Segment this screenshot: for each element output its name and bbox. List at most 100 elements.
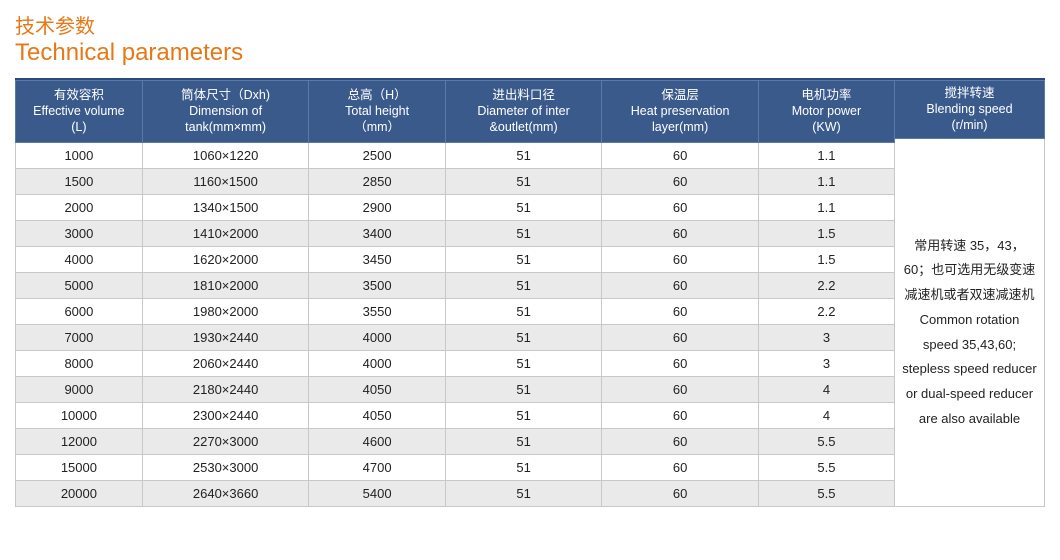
table-cell: 51 — [445, 454, 602, 480]
table-row: 60001980×2000355051602.2 — [16, 298, 895, 324]
table-cell: 7000 — [16, 324, 143, 350]
table-row: 120002270×3000460051605.5 — [16, 428, 895, 454]
table-cell: 51 — [445, 350, 602, 376]
table-cell: 51 — [445, 480, 602, 506]
table-cell: 4000 — [16, 246, 143, 272]
table-row: 40001620×2000345051601.5 — [16, 246, 895, 272]
parameters-table: 有效容积Effective volume(L)筒体尺寸（Dxh)Dimensio… — [15, 80, 895, 507]
table-cell: 2.2 — [758, 298, 894, 324]
col-header: 电机功率Motor power(KW) — [758, 80, 894, 142]
table-cell: 1160×1500 — [142, 168, 309, 194]
table-cell: 4 — [758, 376, 894, 402]
blending-speed-column: 搅拌转速 Blending speed (r/min) 常用转速 35，43，6… — [895, 80, 1045, 507]
table-cell: 2000 — [16, 194, 143, 220]
table-cell: 60 — [602, 272, 759, 298]
table-cell: 1.1 — [758, 168, 894, 194]
table-cell: 1000 — [16, 142, 143, 168]
table-cell: 1.1 — [758, 142, 894, 168]
table-cell: 2530×3000 — [142, 454, 309, 480]
table-cell: 2300×2440 — [142, 402, 309, 428]
header-cn: 搅拌转速 — [944, 85, 994, 101]
col-header: 筒体尺寸（Dxh)Dimension oftank(mm×mm) — [142, 80, 309, 142]
table-cell: 60 — [602, 376, 759, 402]
header-en: Blending speed — [926, 101, 1012, 117]
table-cell: 51 — [445, 324, 602, 350]
table-cell: 4050 — [309, 376, 445, 402]
table-cell: 4000 — [309, 350, 445, 376]
col-header: 保温层Heat preservationlayer(mm) — [602, 80, 759, 142]
table-cell: 5.5 — [758, 454, 894, 480]
table-cell: 1410×2000 — [142, 220, 309, 246]
table-cell: 60 — [602, 246, 759, 272]
col-header: 进出料口径Diameter of inter&outlet(mm) — [445, 80, 602, 142]
table-cell: 60 — [602, 168, 759, 194]
table-cell: 60 — [602, 298, 759, 324]
table-cell: 3 — [758, 324, 894, 350]
table-cell: 51 — [445, 272, 602, 298]
table-cell: 51 — [445, 428, 602, 454]
table-cell: 2500 — [309, 142, 445, 168]
table-cell: 2270×3000 — [142, 428, 309, 454]
table-row: 50001810×2000350051602.2 — [16, 272, 895, 298]
table-cell: 3000 — [16, 220, 143, 246]
table-cell: 2900 — [309, 194, 445, 220]
blending-speed-note: 常用转速 35，43，60；也可选用无级变速减速机或者双速减速机 Common … — [895, 139, 1045, 507]
title-cn: 技术参数 — [15, 15, 1045, 39]
table-cell: 4 — [758, 402, 894, 428]
table-cell: 2180×2440 — [142, 376, 309, 402]
table-cell: 3550 — [309, 298, 445, 324]
table-cell: 1620×2000 — [142, 246, 309, 272]
table-cell: 60 — [602, 324, 759, 350]
table-cell: 5400 — [309, 480, 445, 506]
table-cell: 51 — [445, 142, 602, 168]
table-cell: 51 — [445, 402, 602, 428]
table-cell: 4700 — [309, 454, 445, 480]
table-cell: 8000 — [16, 350, 143, 376]
table-row: 15001160×1500285051601.1 — [16, 168, 895, 194]
table-cell: 2850 — [309, 168, 445, 194]
table-cell: 1340×1500 — [142, 194, 309, 220]
table-row: 100002300×2440405051604 — [16, 402, 895, 428]
table-row: 90002180×2440405051604 — [16, 376, 895, 402]
table-row: 10001060×1220250051601.1 — [16, 142, 895, 168]
table-wrapper: 有效容积Effective volume(L)筒体尺寸（Dxh)Dimensio… — [15, 78, 1045, 507]
col-header: 有效容积Effective volume(L) — [16, 80, 143, 142]
table-cell: 60 — [602, 142, 759, 168]
table-cell: 4600 — [309, 428, 445, 454]
table-cell: 51 — [445, 194, 602, 220]
blending-speed-header: 搅拌转速 Blending speed (r/min) — [895, 80, 1045, 139]
table-body: 10001060×1220250051601.115001160×1500285… — [16, 142, 895, 506]
title-en: Technical parameters — [15, 39, 1045, 68]
table-row: 80002060×2440400051603 — [16, 350, 895, 376]
table-cell: 4050 — [309, 402, 445, 428]
table-cell: 3 — [758, 350, 894, 376]
table-cell: 1.5 — [758, 246, 894, 272]
table-cell: 20000 — [16, 480, 143, 506]
table-cell: 60 — [602, 220, 759, 246]
table-cell: 3450 — [309, 246, 445, 272]
table-cell: 60 — [602, 402, 759, 428]
table-cell: 60 — [602, 428, 759, 454]
table-cell: 5.5 — [758, 480, 894, 506]
table-row: 150002530×3000470051605.5 — [16, 454, 895, 480]
table-row: 30001410×2000340051601.5 — [16, 220, 895, 246]
table-cell: 1.1 — [758, 194, 894, 220]
table-cell: 51 — [445, 246, 602, 272]
table-cell: 60 — [602, 454, 759, 480]
table-header-row: 有效容积Effective volume(L)筒体尺寸（Dxh)Dimensio… — [16, 80, 895, 142]
table-cell: 9000 — [16, 376, 143, 402]
table-cell: 6000 — [16, 298, 143, 324]
table-cell: 51 — [445, 376, 602, 402]
table-cell: 60 — [602, 480, 759, 506]
col-header: 总高（H）Total height（mm） — [309, 80, 445, 142]
table-cell: 15000 — [16, 454, 143, 480]
table-cell: 3400 — [309, 220, 445, 246]
table-cell: 2060×2440 — [142, 350, 309, 376]
table-cell: 5000 — [16, 272, 143, 298]
table-cell: 1980×2000 — [142, 298, 309, 324]
table-cell: 12000 — [16, 428, 143, 454]
table-cell: 1.5 — [758, 220, 894, 246]
table-cell: 2640×3660 — [142, 480, 309, 506]
table-cell: 60 — [602, 350, 759, 376]
table-cell: 51 — [445, 298, 602, 324]
